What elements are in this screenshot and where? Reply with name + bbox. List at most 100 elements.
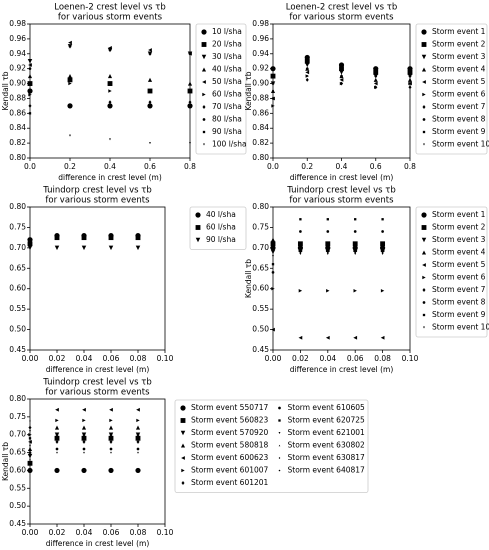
marker (338, 62, 345, 68)
y-tick-label: 0.88 (9, 93, 26, 102)
legend-marker (278, 456, 281, 460)
legend-label: Storm event 3 (432, 235, 486, 244)
marker (408, 71, 412, 74)
marker (326, 218, 329, 221)
legend-marker (421, 54, 427, 60)
legend-label: Storm event 9 (432, 310, 486, 319)
legend-marker (201, 42, 207, 47)
legend-marker (195, 225, 201, 230)
marker (108, 235, 114, 241)
marker (271, 245, 275, 250)
marker (326, 289, 330, 293)
y-tick-label: 0.70 (252, 243, 269, 252)
legend-marker (201, 67, 207, 72)
legend-label: 90 l/sha (206, 235, 236, 244)
marker (148, 48, 152, 52)
marker (27, 74, 33, 79)
y-tick-label: 0.75 (9, 222, 26, 231)
y-tick-label: 0.98 (252, 19, 269, 28)
marker (68, 44, 72, 48)
marker (297, 241, 303, 247)
y-tick-label: 0.82 (252, 138, 269, 147)
marker (135, 235, 141, 241)
legend-marker (422, 105, 426, 109)
x-tick-label: 0.2 (64, 162, 76, 171)
marker (83, 451, 85, 454)
y-tick-label: 0.96 (9, 34, 26, 43)
marker (326, 253, 329, 255)
marker (82, 447, 86, 451)
marker (83, 441, 85, 443)
marker (271, 271, 275, 274)
marker (270, 66, 276, 72)
legend-marker (422, 118, 426, 121)
marker (374, 85, 378, 90)
x-axis-label: difference in crest level (m) (290, 173, 394, 182)
plot-frame (29, 398, 166, 525)
x-tick-label: 0.6 (144, 162, 156, 171)
marker (271, 263, 275, 266)
legend-label: Storm event 630817 (288, 453, 366, 462)
legend-marker (422, 92, 426, 97)
plot-frame (272, 206, 411, 351)
marker (68, 104, 72, 108)
marker (67, 74, 73, 79)
marker (108, 245, 114, 251)
marker (56, 441, 58, 443)
marker (137, 441, 139, 443)
marker (28, 437, 32, 440)
legend-marker (421, 67, 427, 72)
x-axis-label: difference in crest level (m) (46, 539, 150, 548)
marker (28, 425, 32, 430)
x-tick-label: 0.00 (22, 354, 39, 363)
marker (136, 418, 140, 423)
legend-marker (180, 418, 186, 423)
marker (28, 439, 32, 444)
legend-label: Storm event 8 (432, 298, 486, 307)
legend-frame (195, 23, 247, 155)
legend-label: Storm event 2 (432, 223, 486, 232)
legend-marker (421, 250, 427, 255)
legend-label: Storm event 570920 (191, 428, 269, 437)
y-tick-label: 0.90 (9, 79, 26, 88)
legend-label: Storm event 640817 (288, 466, 366, 475)
marker (54, 467, 60, 474)
legend-label: Storm event 5 (432, 260, 486, 269)
legend-marker (278, 432, 281, 434)
y-tick-label: 0.60 (9, 465, 26, 474)
x-tick-label: 0.2 (301, 162, 313, 171)
plot-frame (29, 206, 166, 351)
marker (109, 407, 113, 412)
y-tick-label: 0.86 (252, 108, 269, 117)
y-tick-label: 0.98 (9, 19, 26, 28)
marker (69, 134, 71, 137)
legend-marker (201, 54, 207, 60)
legend-label: Storm event 9 (432, 127, 486, 136)
y-tick-label: 0.75 (9, 412, 26, 421)
marker (108, 45, 112, 50)
x-tick-label: 0.00 (22, 528, 39, 537)
marker (353, 335, 358, 340)
marker (28, 103, 32, 108)
legend-marker (422, 275, 426, 280)
legend-label: 50 l/sha (212, 77, 242, 86)
y-tick-label: 0.65 (9, 263, 26, 272)
x-tick-label: 0.10 (157, 354, 174, 363)
marker (108, 467, 114, 474)
legend-marker (203, 143, 205, 146)
marker (147, 77, 153, 82)
y-tick-label: 0.94 (252, 49, 269, 58)
y-tick-label: 0.90 (252, 79, 269, 88)
marker (298, 335, 303, 340)
marker (109, 447, 113, 451)
marker (55, 418, 59, 423)
y-axis-label: Kendall τb (244, 71, 253, 110)
marker (305, 62, 310, 68)
marker (408, 85, 412, 90)
marker (340, 67, 343, 70)
marker (135, 245, 141, 251)
y-tick-label: 0.45 (9, 345, 26, 354)
marker (354, 253, 357, 255)
marker (299, 218, 302, 221)
y-tick-label: 0.60 (252, 284, 269, 293)
